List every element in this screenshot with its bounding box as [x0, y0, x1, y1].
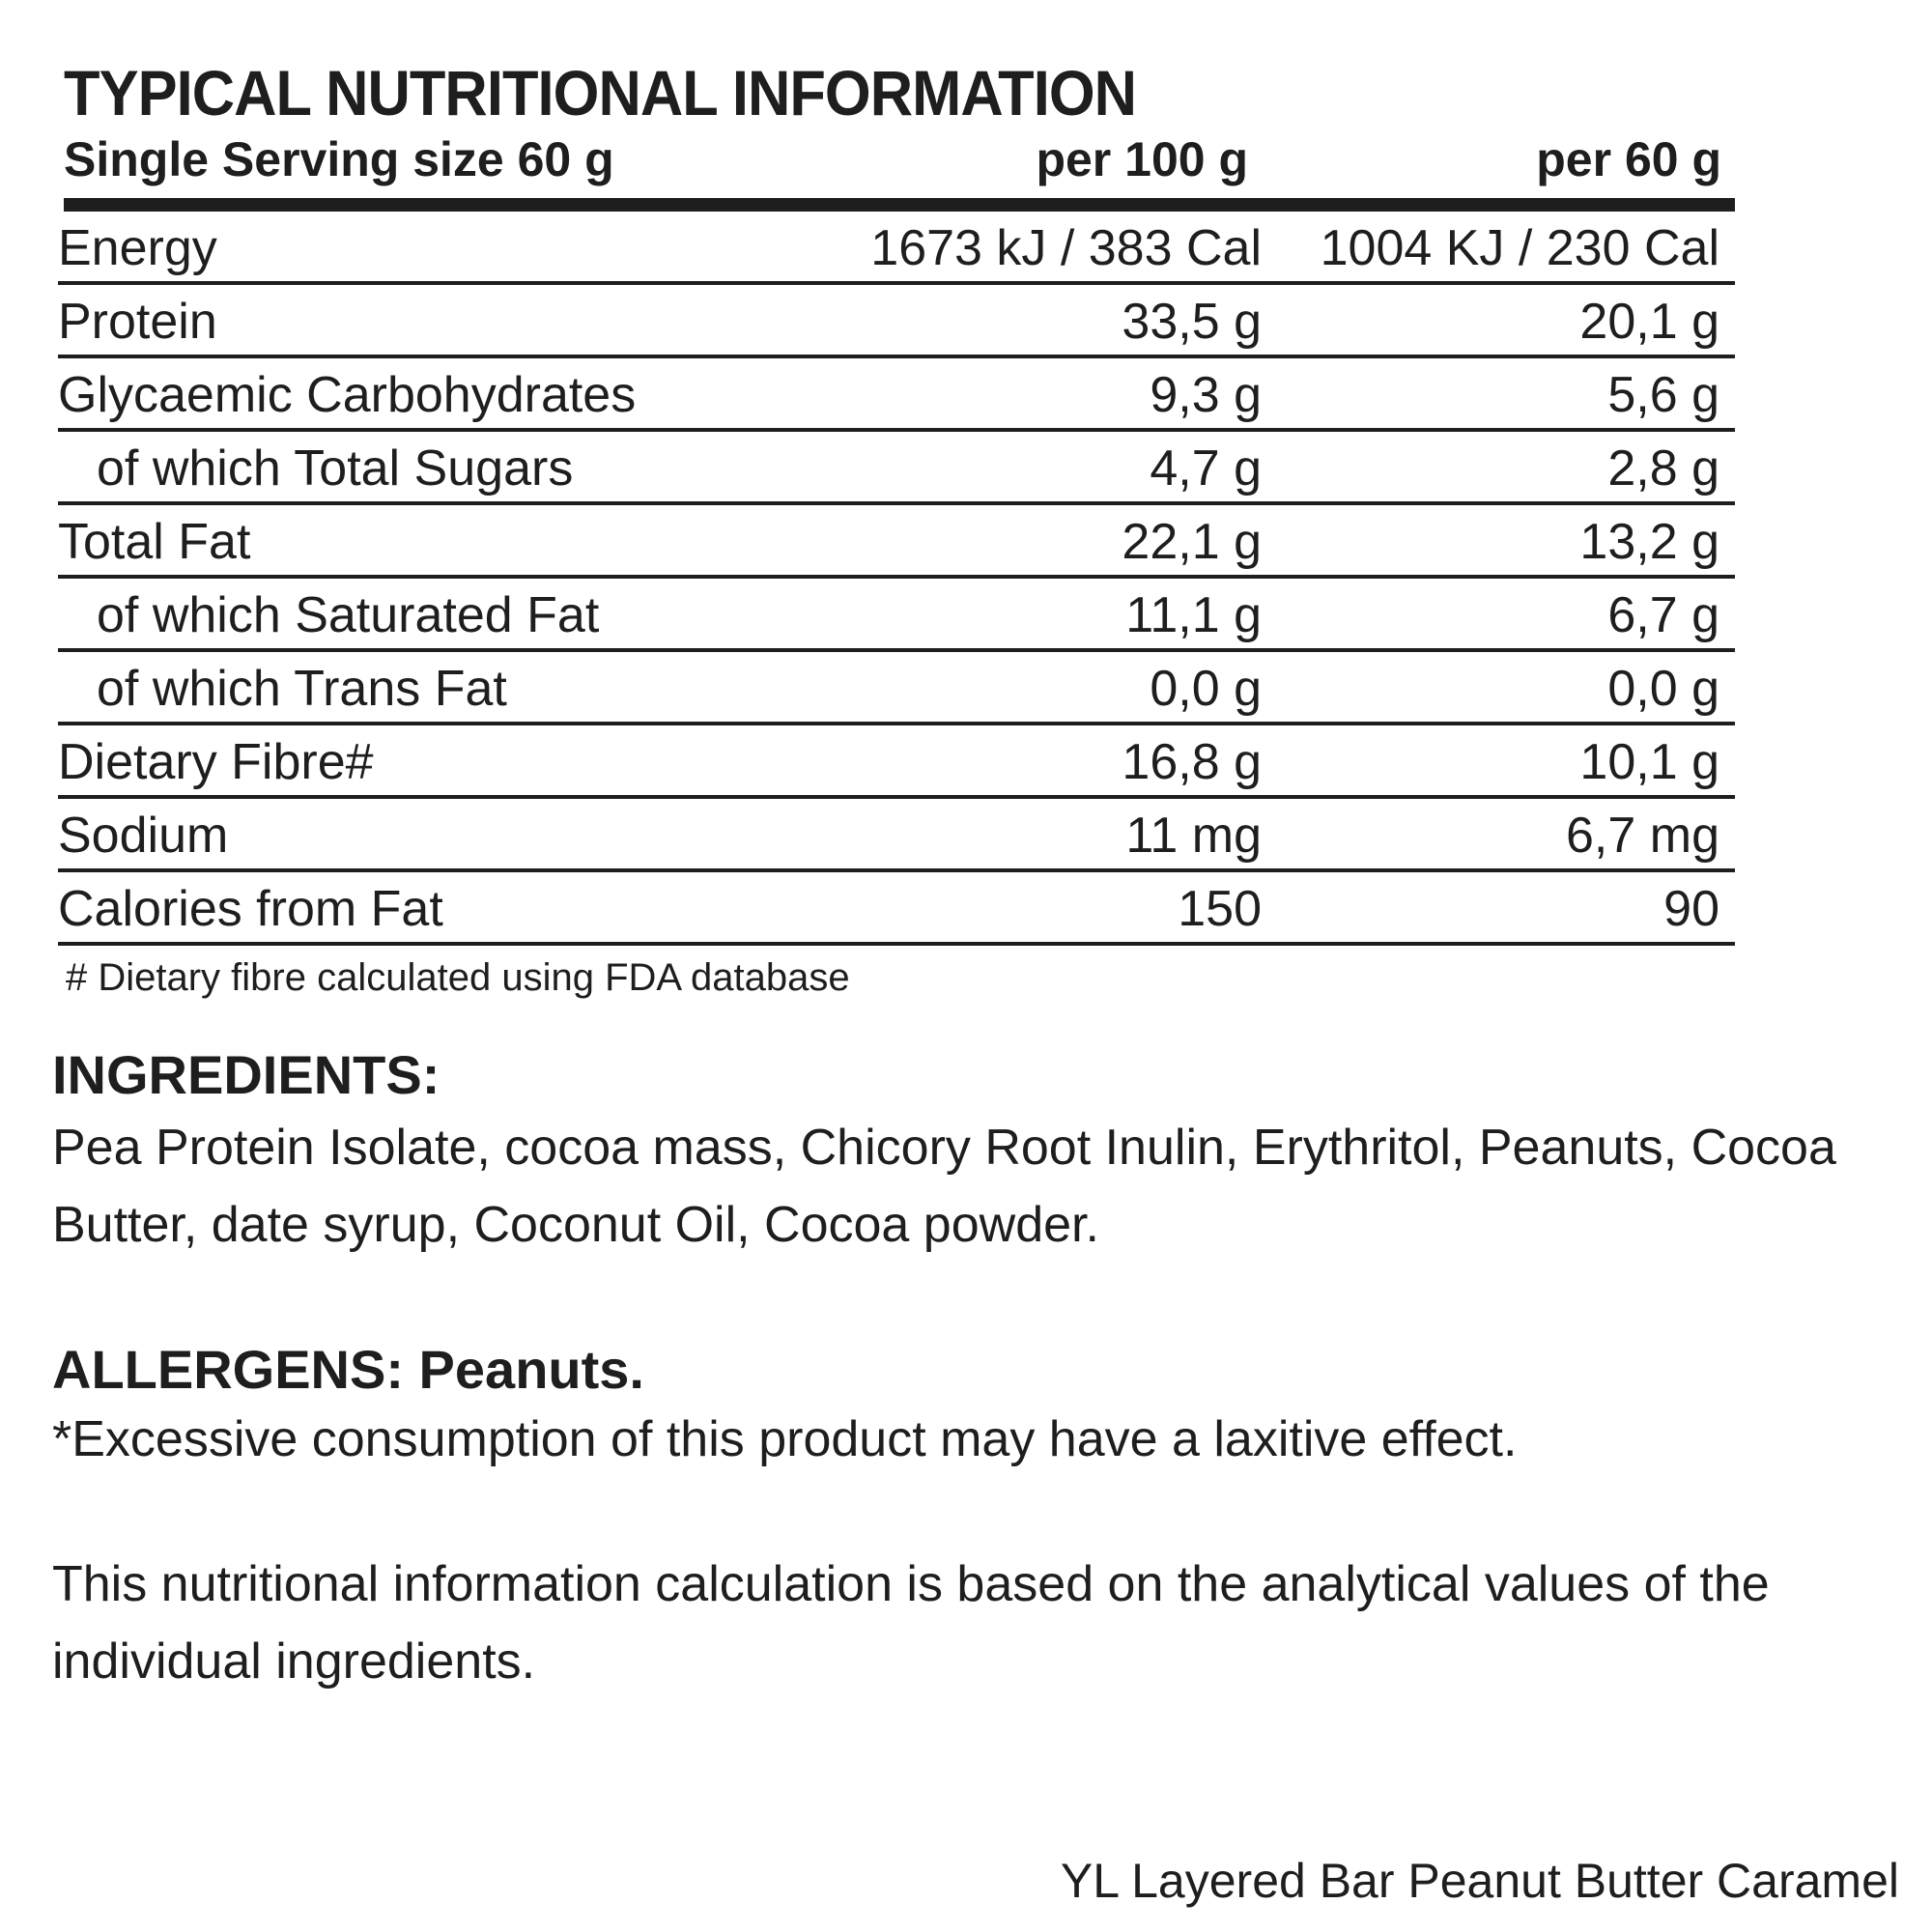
table-row: Protein 33,5 g 20,1 g — [58, 285, 1735, 358]
row-value-serving: 0,0 g — [1607, 661, 1719, 717]
row-label: Energy — [58, 220, 217, 276]
row-label: Calories from Fat — [58, 881, 443, 937]
table-row: of which Saturated Fat 11,1 g 6,7 g — [58, 579, 1735, 652]
row-value-100g: 0,0 g — [1150, 661, 1262, 717]
row-value-100g: 11 mg — [1125, 808, 1262, 864]
row-label: Sodium — [58, 808, 229, 864]
column-per-serving: per 60 g — [1536, 132, 1721, 186]
row-label: Glycaemic Carbohydrates — [58, 367, 637, 423]
table-row: of which Total Sugars 4,7 g 2,8 g — [58, 432, 1735, 505]
row-value-100g: 22,1 g — [1122, 514, 1262, 570]
row-value-100g: 1673 kJ / 383 Cal — [870, 220, 1262, 276]
row-label: of which Trans Fat — [97, 661, 507, 717]
allergens-heading: ALLERGENS: Peanuts. — [52, 1339, 644, 1400]
table-row: Total Fat 22,1 g 13,2 g — [58, 505, 1735, 579]
table-row: Glycaemic Carbohydrates 9,3 g 5,6 g — [58, 358, 1735, 432]
row-label: of which Total Sugars — [97, 440, 574, 497]
row-value-100g: 33,5 g — [1122, 294, 1262, 350]
laxative-warning: *Excessive consumption of this product m… — [52, 1411, 1518, 1467]
row-value-serving: 10,1 g — [1579, 734, 1719, 790]
row-label: Dietary Fibre# — [58, 734, 374, 790]
ingredients-heading: INGREDIENTS: — [52, 1044, 440, 1105]
row-value-serving: 5,6 g — [1607, 367, 1719, 423]
table-row: Dietary Fibre# 16,8 g 10,1 g — [58, 725, 1735, 799]
serving-size: Single Serving size 60 g — [64, 132, 614, 186]
header-divider — [64, 198, 1735, 212]
row-label: Protein — [58, 294, 217, 350]
table-row: Calories from Fat 150 90 — [58, 872, 1735, 946]
nutrition-table: Energy 1673 kJ / 383 Cal 1004 KJ / 230 Cal… — [58, 212, 1735, 946]
row-value-serving: 20,1 g — [1579, 294, 1719, 350]
row-label: of which Saturated Fat — [97, 587, 600, 643]
table-header: Single Serving size 60 g per 100 g per 6… — [64, 131, 1721, 189]
row-value-serving: 2,8 g — [1607, 440, 1719, 497]
footnote: # Dietary fibre calculated using FDA dat… — [66, 956, 850, 999]
row-value-100g: 4,7 g — [1150, 440, 1262, 497]
column-per-100g: per 100 g — [1036, 132, 1248, 186]
row-value-100g: 16,8 g — [1122, 734, 1262, 790]
row-value-serving: 6,7 g — [1607, 587, 1719, 643]
table-row: Sodium 11 mg 6,7 mg — [58, 799, 1735, 872]
product-name: YL Layered Bar Peanut Butter Caramel — [1060, 1854, 1899, 1908]
row-value-serving: 6,7 mg — [1566, 808, 1719, 864]
ingredients-text: Pea Protein Isolate, cocoa mass, Chicory… — [52, 1120, 1836, 1253]
table-row: Energy 1673 kJ / 383 Cal 1004 KJ / 230 Cal — [58, 212, 1735, 285]
row-value-100g: 9,3 g — [1150, 367, 1262, 423]
row-value-serving: 1004 KJ / 230 Cal — [1320, 220, 1719, 276]
row-value-serving: 13,2 g — [1579, 514, 1719, 570]
page-title: TYPICAL NUTRITIONAL INFORMATION — [64, 57, 1137, 128]
table-row: of which Trans Fat 0,0 g 0,0 g — [58, 652, 1735, 725]
row-value-100g: 150 — [1178, 881, 1262, 937]
row-label: Total Fat — [58, 514, 251, 570]
row-value-100g: 11,1 g — [1125, 587, 1262, 643]
calculation-note: This nutritional information calculation… — [52, 1556, 1770, 1690]
row-value-serving: 90 — [1663, 881, 1719, 937]
